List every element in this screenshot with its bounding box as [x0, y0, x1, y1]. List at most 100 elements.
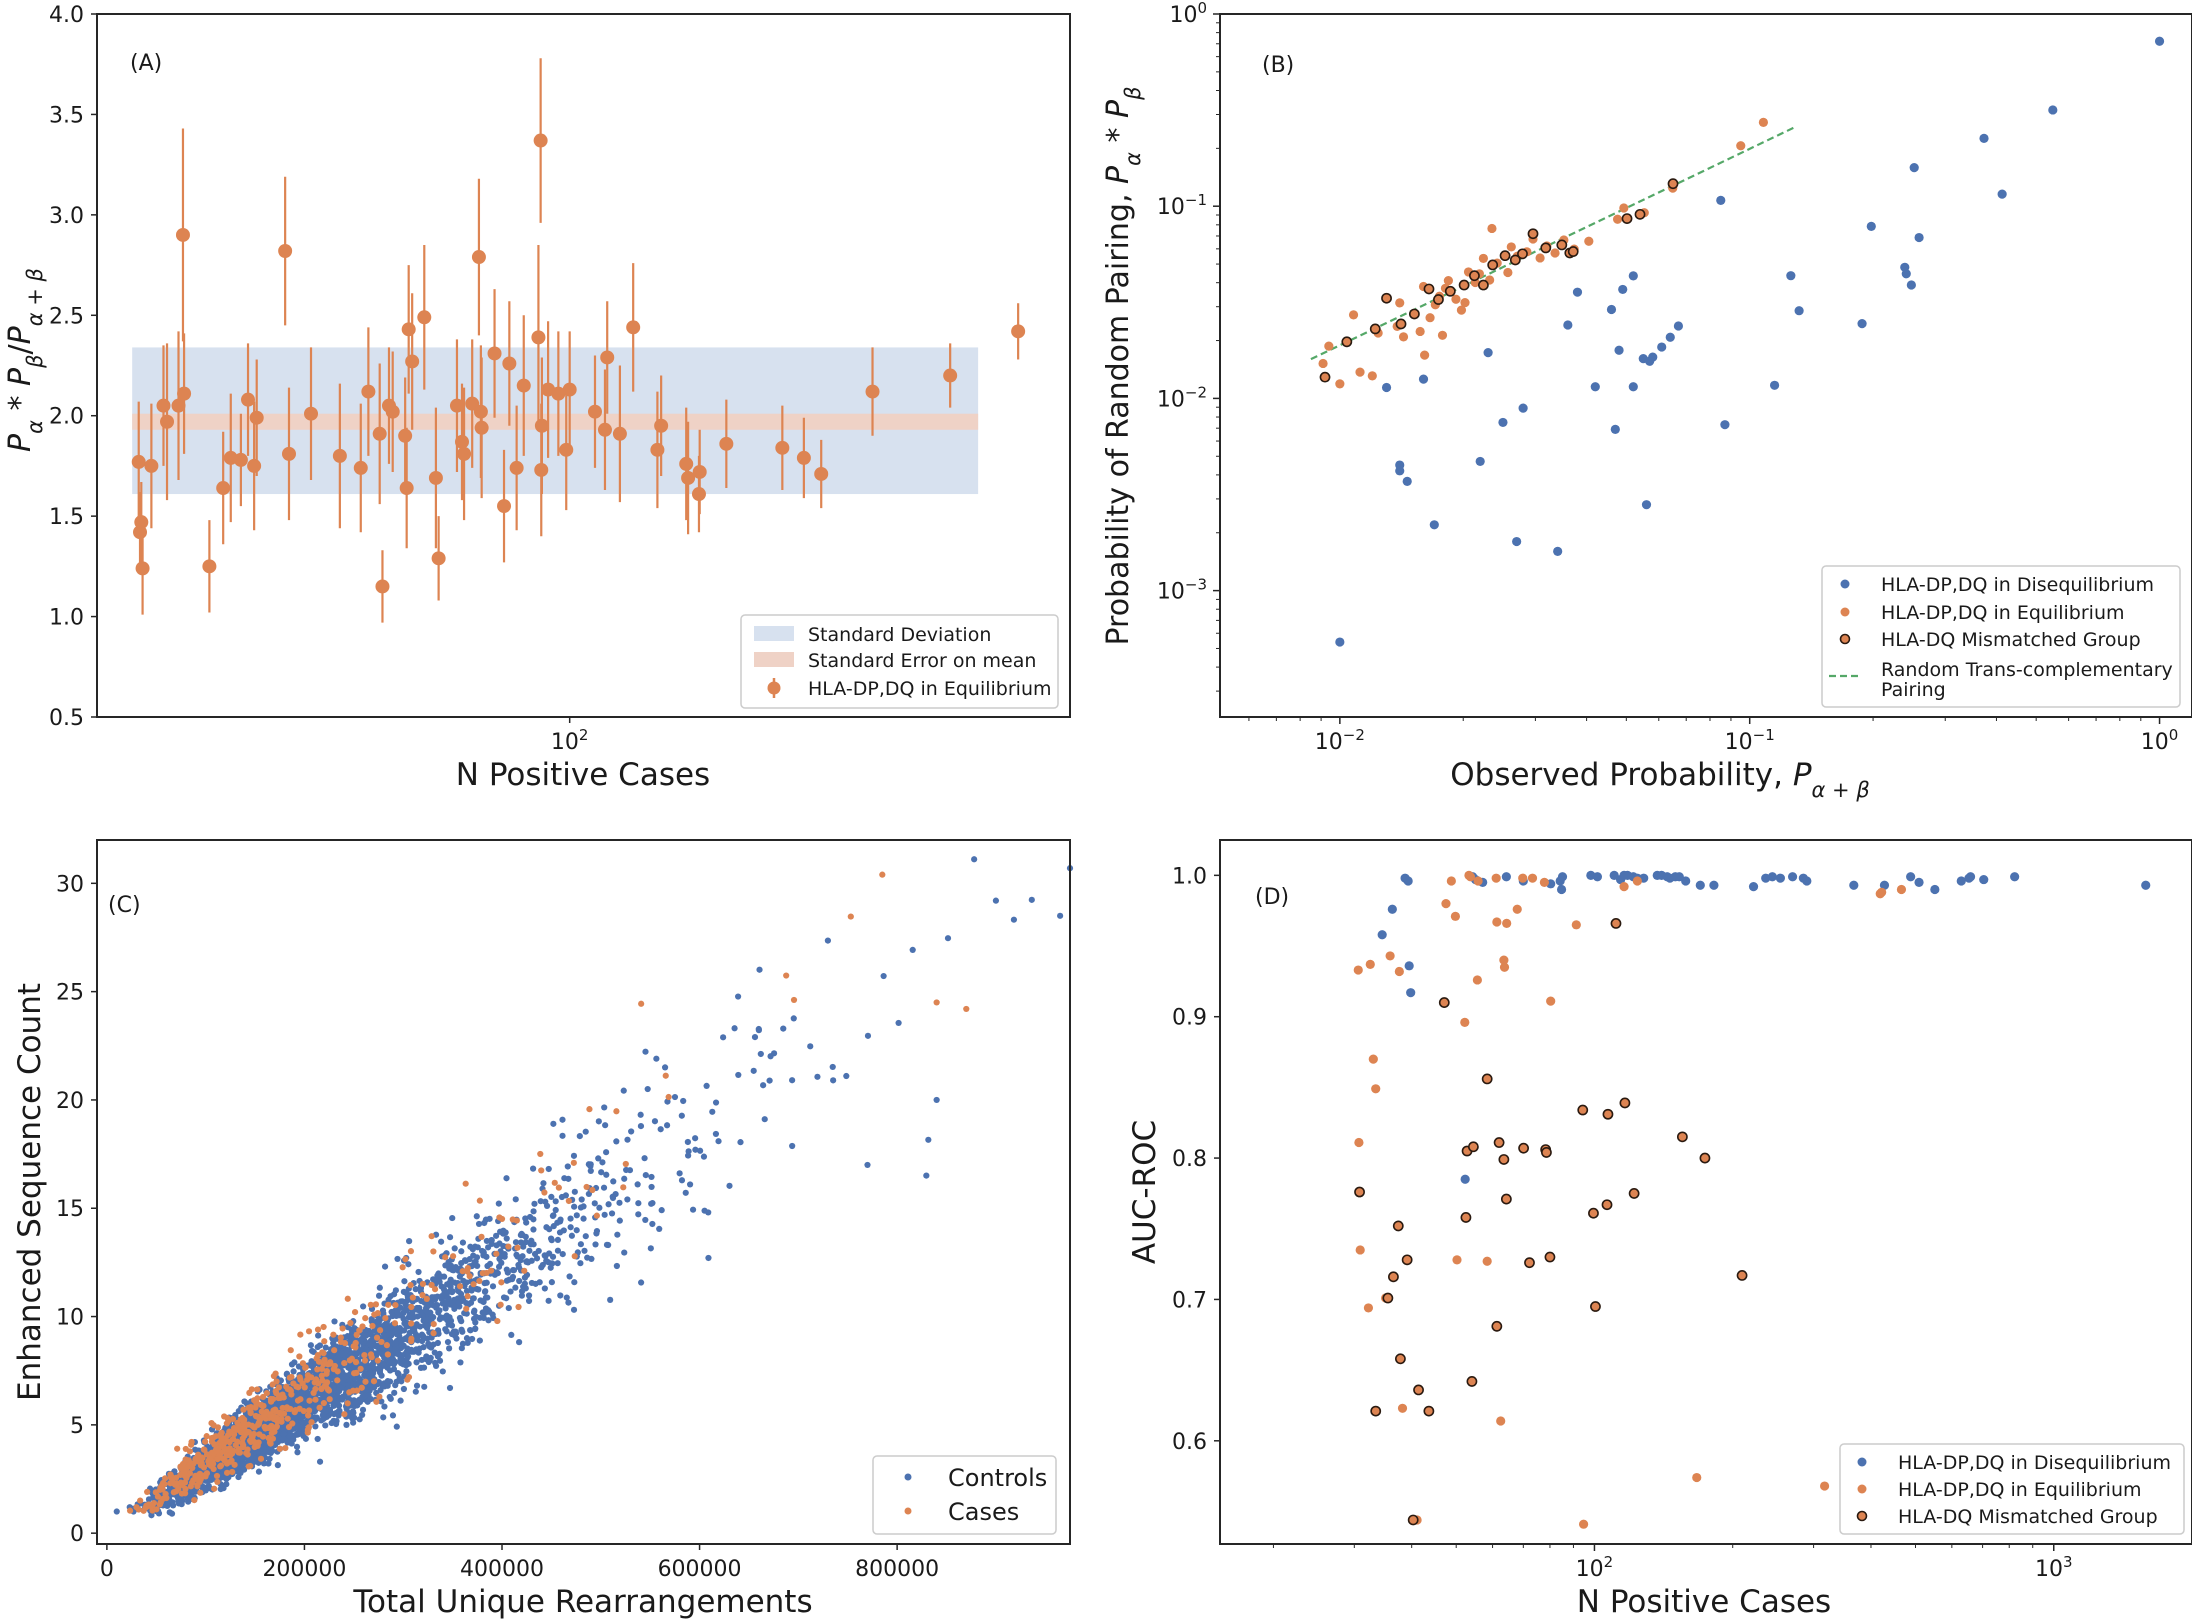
case-point: [249, 1434, 256, 1441]
mismatched-point: [1408, 308, 1420, 320]
case-point: [206, 1455, 214, 1462]
case-point: [259, 1403, 266, 1410]
mismatched-point: [1469, 270, 1480, 282]
control-point: [657, 1126, 664, 1133]
equilibrium-point: [1632, 876, 1642, 886]
case-point: [177, 1479, 184, 1486]
disequilibrium-point: [2154, 36, 2165, 46]
data-point: [304, 406, 319, 421]
case-point: [352, 1359, 360, 1366]
x-tick-label: 800000: [855, 1557, 939, 1582]
data-point: [654, 418, 669, 433]
control-point: [416, 1345, 423, 1352]
y-tick-label: 10−1: [1157, 191, 1207, 220]
mismatched-point: [1395, 318, 1407, 330]
disequilibrium-point: [1930, 884, 1940, 895]
data-point: [719, 436, 734, 451]
control-point: [656, 1225, 663, 1233]
mismatched-point: [1524, 1257, 1535, 1269]
disequilibrium-point: [1553, 546, 1563, 556]
control-point: [563, 1294, 570, 1301]
control-point: [648, 1173, 655, 1181]
control-point: [864, 1032, 872, 1039]
equilibrium-point: [1482, 1256, 1492, 1266]
equilibrium-point: [1619, 203, 1629, 213]
control-point: [164, 1502, 171, 1510]
case-point: [620, 1184, 627, 1191]
panel-b-x-title-text: Observed Probability,: [1450, 757, 1793, 793]
control-point: [647, 1245, 654, 1252]
control-point: [925, 1136, 932, 1143]
case-point: [409, 1294, 416, 1301]
control-point: [443, 1299, 450, 1306]
control-point: [614, 1231, 621, 1238]
case-point: [196, 1470, 203, 1477]
data-point: [449, 398, 464, 413]
mismatched-point: [1518, 1142, 1529, 1154]
control-point: [944, 935, 952, 942]
control-point: [315, 1332, 322, 1339]
control-point: [446, 1279, 453, 1286]
control-point: [703, 1082, 710, 1090]
control-point: [331, 1318, 338, 1325]
case-point: [565, 1197, 572, 1205]
control-point: [766, 1077, 773, 1084]
case-point: [287, 1347, 294, 1354]
case-point: [231, 1461, 238, 1468]
disequilibrium-point: [1606, 304, 1617, 315]
control-point: [482, 1305, 490, 1312]
mismatched-point: [1736, 1270, 1748, 1281]
control-point: [521, 1274, 529, 1281]
disequilibrium-point: [1429, 520, 1439, 530]
case-point: [505, 1243, 512, 1250]
control-point: [438, 1295, 446, 1303]
case-point: [254, 1386, 261, 1393]
case-point: [963, 1005, 970, 1013]
case-point: [302, 1364, 309, 1371]
case-point: [571, 1253, 578, 1260]
control-point: [644, 1085, 651, 1093]
mismatched-point: [1517, 248, 1528, 260]
case-point: [321, 1338, 328, 1345]
y-tick-label: 0.7: [1172, 1288, 1207, 1313]
y-tick-label: 25: [56, 981, 84, 1006]
control-point: [238, 1460, 246, 1468]
y-tick-label: 3.0: [49, 204, 84, 229]
control-point: [265, 1460, 272, 1467]
control-point: [343, 1421, 350, 1428]
case-point: [665, 1093, 672, 1101]
equilibrium-point: [1612, 214, 1623, 224]
mismatched-point: [1498, 1154, 1510, 1165]
control-point: [327, 1373, 335, 1380]
case-point: [370, 1378, 378, 1385]
control-point: [378, 1398, 385, 1405]
case-point: [214, 1456, 221, 1463]
data-point: [332, 448, 347, 463]
control-point: [402, 1319, 409, 1326]
case-point: [613, 1108, 620, 1115]
control-point: [571, 1203, 578, 1210]
disequilibrium-point: [1381, 382, 1392, 393]
case-point: [305, 1412, 312, 1419]
control-point: [830, 1077, 837, 1084]
mismatched-point: [1619, 1097, 1631, 1109]
equilibrium-point: [1441, 899, 1451, 909]
case-point: [589, 1186, 596, 1194]
control-point: [400, 1385, 407, 1393]
control-point: [403, 1290, 410, 1297]
case-point: [318, 1385, 325, 1392]
control-point: [360, 1303, 367, 1310]
control-point: [367, 1329, 374, 1336]
equilibrium-point: [1502, 918, 1512, 929]
case-point: [353, 1369, 360, 1376]
case-point: [197, 1489, 204, 1496]
disequilibrium-point: [1979, 133, 1989, 143]
control-point: [621, 1175, 628, 1182]
case-point: [419, 1291, 426, 1299]
control-point: [322, 1344, 329, 1351]
case-point: [208, 1438, 216, 1445]
mismatched-point: [1392, 1220, 1404, 1232]
control-point: [397, 1355, 404, 1362]
case-point: [357, 1365, 364, 1372]
case-point: [494, 1317, 501, 1325]
